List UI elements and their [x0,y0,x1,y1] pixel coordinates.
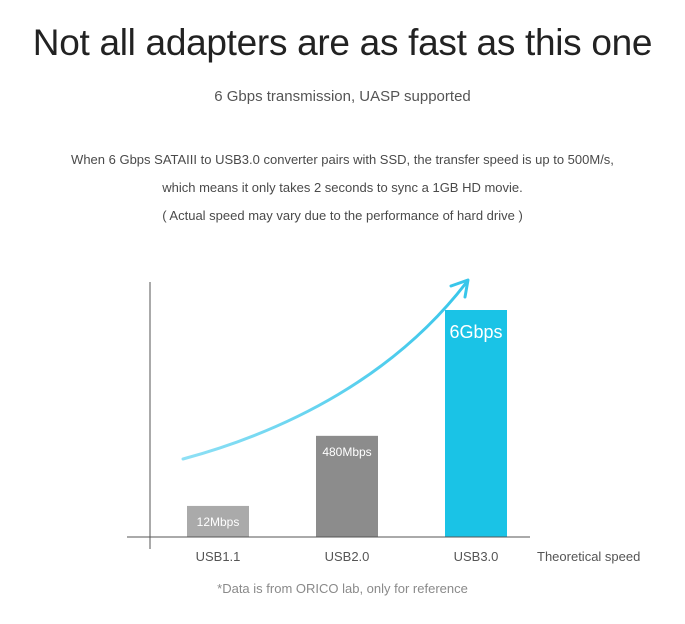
bar-usb11 [187,505,249,537]
footnote: *Data is from ORICO lab, only for refere… [217,581,468,596]
x-tick-label: USB2.0 [325,549,370,564]
x-tick-label: USB1.1 [196,549,241,564]
page-title: Not all adapters are as fast as this one [32,22,653,63]
bar-value-label: 6Gbps [449,322,502,342]
trend-arrowhead-icon [449,278,470,299]
trend-arrow [181,281,468,461]
bar-value-label: 12Mbps [197,515,240,529]
x-tick-label: USB3.0 [454,549,499,564]
page-subtitle: 6 Gbps transmission, UASP supported [214,88,471,105]
description-line-1: When 6 Gbps SATAIII to USB3.0 converter … [71,152,614,167]
bar-value-label: 480Mbps [322,445,371,459]
x-axis-label: Theoretical speed [537,549,640,564]
bar-usb20 [316,435,378,537]
description-line-3: ( Actual speed may vary due to the perfo… [162,208,523,223]
bar-usb30 [445,310,507,537]
description-line-2: which means it only takes 2 seconds to s… [162,180,523,195]
speed-chart: 12Mbps USB1.1 480Mbps USB2.0 6Gbps USB3.0 The… [127,278,640,564]
